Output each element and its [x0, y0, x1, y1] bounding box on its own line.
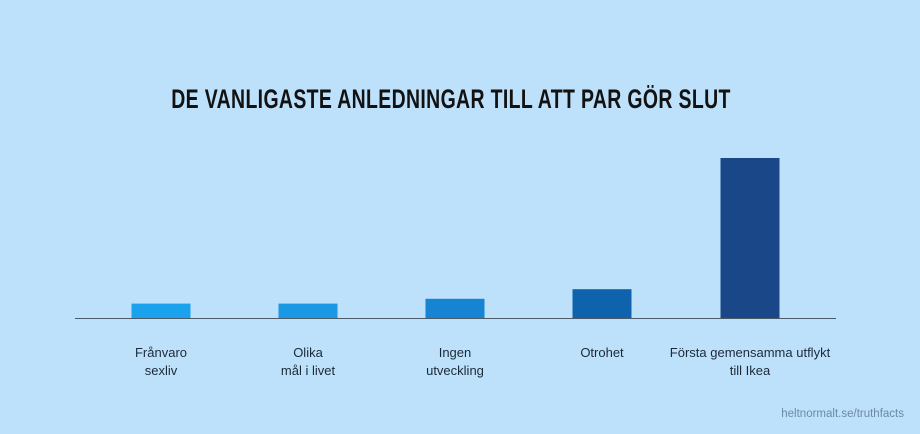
bar-1	[131, 303, 191, 318]
chart-title: DE VANLIGASTE ANLEDNINGAR TILL ATT PAR G…	[171, 84, 731, 114]
source-credit: heltnormalt.se/truthfacts	[781, 408, 904, 420]
category-label-4: Otrohet	[580, 345, 624, 360]
category-label-2: Olika mål i livet	[280, 345, 336, 378]
bar-2	[278, 303, 338, 318]
category-label-3: Ingen utveckling	[426, 345, 484, 378]
bar-5	[720, 158, 780, 318]
bar-4	[572, 289, 632, 318]
bar-3	[425, 298, 485, 318]
category-label-1: Frånvaro sexliv	[134, 345, 188, 378]
category-label-5: Första gemensamma utflykt till Ikea	[669, 345, 831, 378]
